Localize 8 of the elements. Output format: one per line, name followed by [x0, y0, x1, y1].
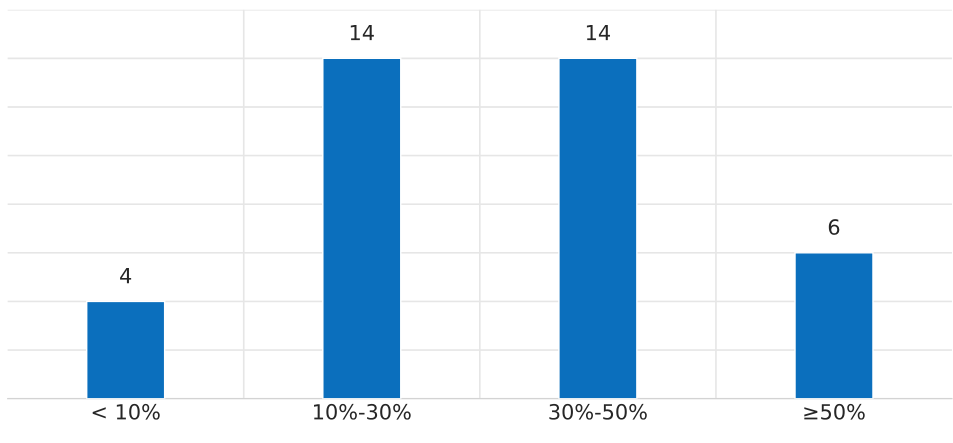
data-label: 14 — [586, 24, 610, 40]
data-label: 4 — [120, 268, 132, 284]
x-tick-label: 10%-30% — [314, 404, 411, 420]
data-label: 6 — [828, 219, 840, 235]
x-tick-label: ≥50% — [804, 404, 865, 420]
x-tick-label: 30%-50% — [549, 404, 647, 420]
x-tick-label: < 10% — [92, 404, 160, 420]
data-label: 14 — [350, 24, 374, 40]
